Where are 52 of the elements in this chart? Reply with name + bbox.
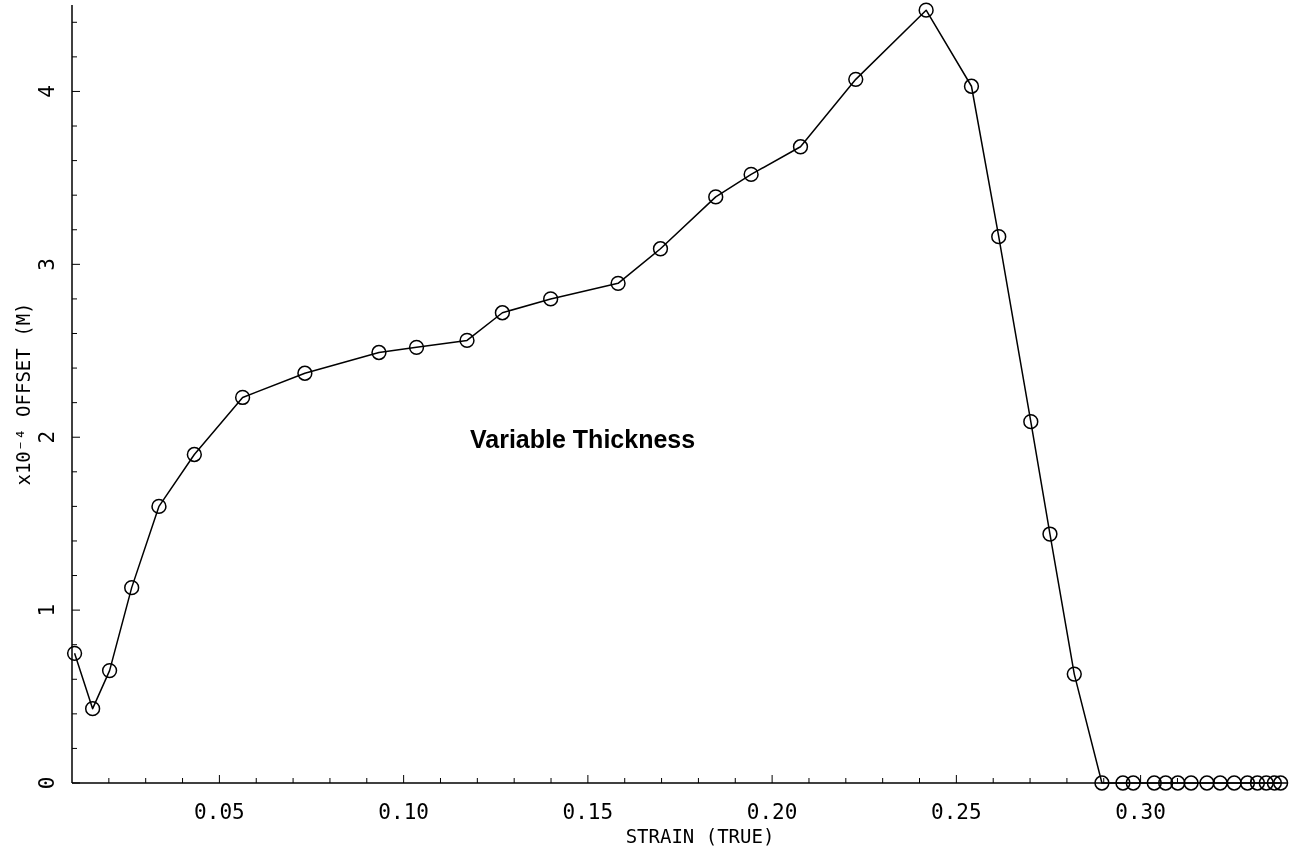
x-tick-label: 0.25: [931, 800, 982, 824]
point: [1199, 775, 1215, 791]
point: [186, 446, 202, 463]
annotation: Variable Thickness: [470, 425, 696, 453]
point: [459, 332, 475, 349]
point: [1094, 775, 1110, 791]
point: [1158, 775, 1174, 791]
y-tick-label: 4: [35, 85, 59, 98]
point: [792, 139, 809, 155]
point: [151, 498, 167, 515]
y-axis-title: x10⁻⁴ OFFSET (M): [12, 302, 34, 486]
point: [124, 579, 140, 596]
point: [1146, 775, 1162, 791]
point: [234, 389, 251, 406]
y-tick-label: 2: [35, 430, 59, 444]
point: [1183, 775, 1199, 791]
point: [1226, 775, 1242, 791]
point: [1066, 666, 1082, 682]
point: [408, 339, 425, 355]
point: [848, 71, 864, 87]
point: [1258, 775, 1274, 791]
point: [918, 2, 934, 18]
point: [543, 291, 559, 307]
point: [610, 275, 626, 291]
point: [708, 189, 724, 205]
x-tick-label: 0.05: [194, 800, 245, 824]
point: [66, 645, 83, 661]
point: [371, 344, 387, 361]
x-tick-label: 0.20: [746, 800, 798, 824]
point: [1170, 775, 1186, 791]
point: [1042, 526, 1058, 542]
y-tick-label: 1: [35, 603, 59, 617]
point: [101, 662, 118, 679]
point: [297, 365, 313, 381]
point: [1115, 775, 1131, 791]
y-tick-label: 0: [35, 776, 59, 790]
point: [1125, 775, 1141, 791]
x-tick-label: 0.30: [1115, 800, 1166, 824]
y-tick-label: 3: [35, 258, 59, 271]
x-tick-label: 0.15: [562, 800, 614, 824]
point: [494, 305, 511, 321]
point: [991, 229, 1007, 245]
point: [652, 241, 669, 257]
point: [1212, 775, 1228, 791]
point: [743, 166, 759, 183]
point: [84, 701, 101, 717]
point: [1239, 775, 1256, 791]
point: [1249, 775, 1266, 791]
point: [963, 78, 980, 94]
x-axis-title: STRAIN (TRUE): [625, 825, 775, 847]
point: [1023, 414, 1039, 430]
x-tick-label: 0.10: [378, 800, 429, 824]
